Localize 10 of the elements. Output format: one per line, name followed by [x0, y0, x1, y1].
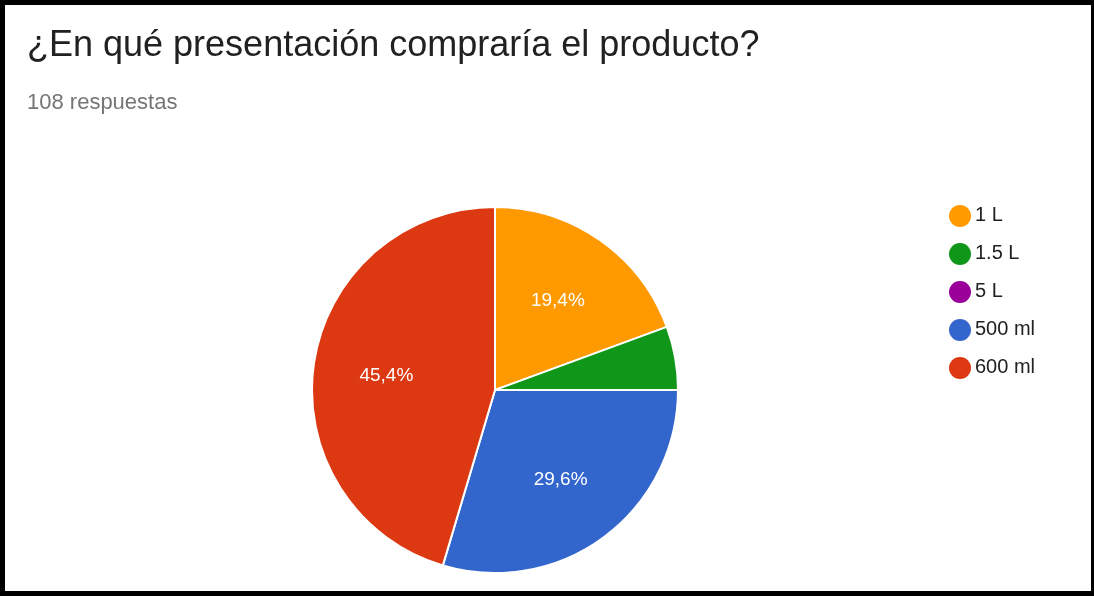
chart-title: ¿En qué presentación compraría el producto?: [27, 23, 760, 65]
data-label: 45,4%: [359, 363, 414, 385]
legend-label: 5 L: [974, 279, 1003, 301]
legend-label: 600 ml: [974, 355, 1035, 377]
legend-label: 500 ml: [974, 317, 1035, 339]
text: 108 respuestas: [27, 89, 178, 115]
data-label: 29,6%: [533, 467, 588, 489]
legend-label: 1.5 L: [974, 241, 1020, 263]
data-label: 19,4%: [530, 289, 585, 311]
legend-label: 1 L: [974, 203, 1003, 225]
